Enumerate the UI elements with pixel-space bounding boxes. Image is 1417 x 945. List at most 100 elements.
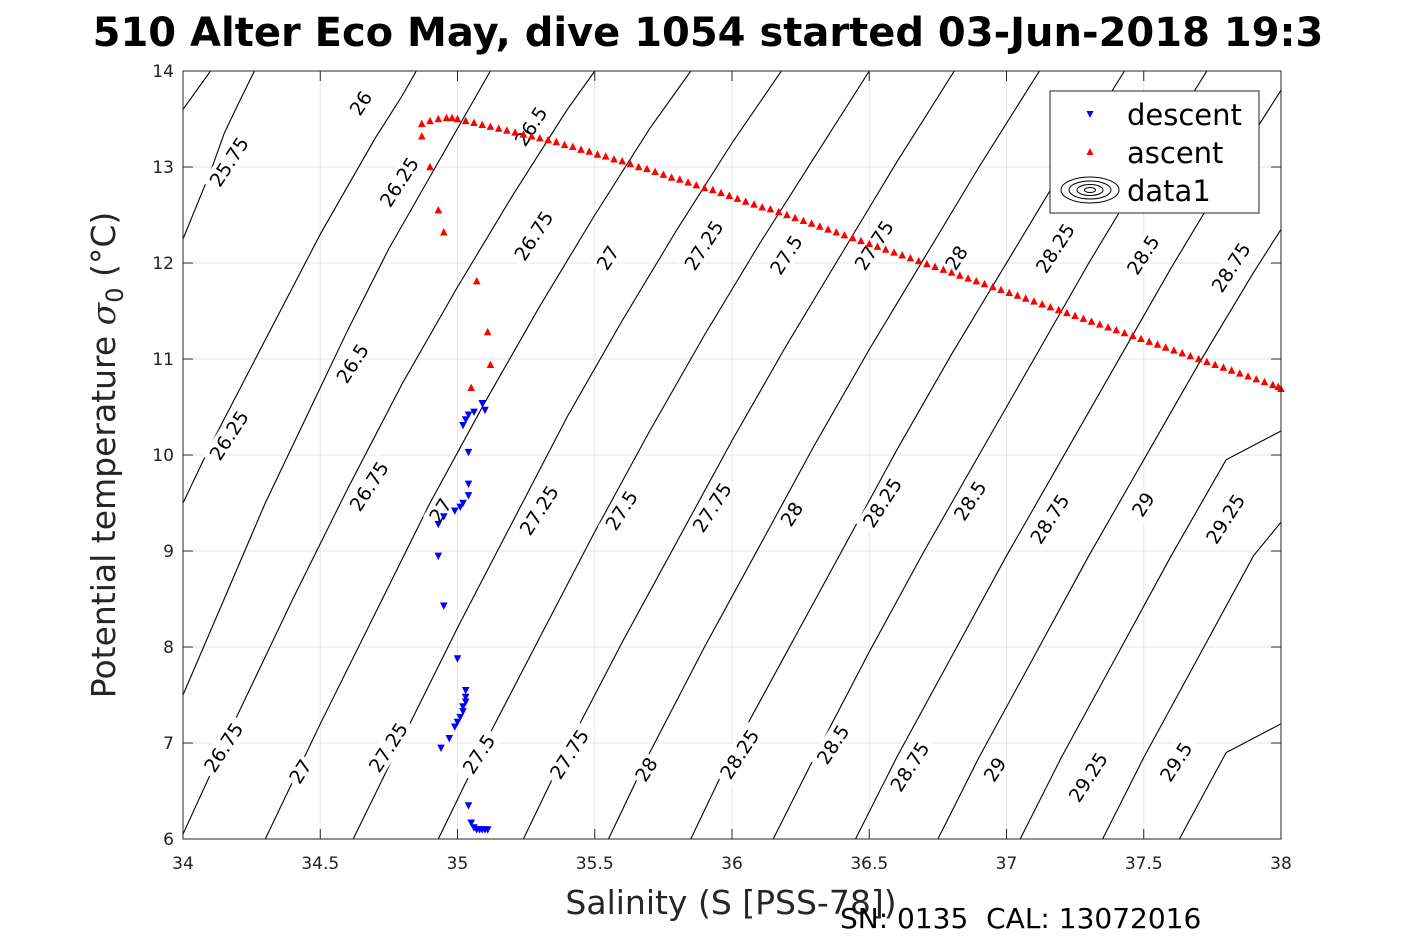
contour-label-backdrop: [946, 472, 994, 529]
ascent-point: [618, 157, 626, 165]
ascent-point: [1244, 372, 1252, 380]
ascent-point: [585, 147, 594, 155]
contour-label-backdrop: [1028, 215, 1082, 281]
density-contour-line: [690, 71, 1125, 839]
density-contour-line: [1102, 521, 1281, 839]
descent-point: [464, 411, 473, 419]
ascent-point: [1194, 354, 1203, 363]
contour-label-backdrop: [685, 474, 739, 540]
ascent-point: [1203, 357, 1211, 366]
ascent-point: [418, 132, 426, 140]
contour-label-backdrop: [774, 495, 809, 533]
ascent-point: [692, 181, 701, 189]
descent-point: [453, 655, 462, 663]
contour-label-backdrop: [1119, 226, 1167, 283]
y-axis-label-sigma: σ: [84, 301, 123, 325]
ascent-point: [799, 216, 808, 224]
ascent-point: [1046, 303, 1055, 311]
descent-point: [461, 687, 470, 695]
ascent-point: [783, 210, 791, 219]
y-tick-label: 6: [163, 830, 174, 850]
density-contour-line: [1019, 430, 1281, 839]
ascent-point: [418, 119, 426, 127]
descent-point: [464, 492, 473, 500]
ascent-point: [527, 132, 536, 140]
ascent-point: [467, 383, 475, 391]
ascent-point: [906, 254, 915, 262]
ascent-point: [426, 162, 434, 171]
density-contour-line: [352, 71, 782, 839]
ascent-point: [1145, 337, 1153, 345]
ascent-point: [750, 200, 758, 208]
ascent-point: [1030, 297, 1038, 305]
ascent-point: [931, 262, 939, 270]
ascent-point: [1236, 369, 1244, 377]
contour-label-backdrop: [283, 753, 318, 790]
density-contour-line: [1178, 723, 1281, 839]
descent-point: [440, 602, 448, 610]
density-contour-line: [183, 71, 491, 696]
ascent-point: [478, 120, 486, 128]
legend: descent ascent data1: [1049, 90, 1260, 214]
ascent-point: [503, 126, 511, 134]
density-contour-line: [608, 71, 1040, 839]
ascent-point: [426, 116, 434, 125]
descent-point: [434, 552, 443, 560]
ascent-point: [865, 239, 873, 247]
descent-point: [459, 422, 467, 430]
legend-box: [1049, 90, 1260, 214]
descent-point: [451, 507, 459, 515]
density-contour-line: [264, 71, 692, 839]
descent-point: [445, 735, 454, 743]
contour-label-backdrop: [507, 202, 561, 269]
contour-label-backdrop: [202, 129, 256, 195]
ascent-point: [824, 225, 832, 233]
contour-label-backdrop: [809, 716, 857, 773]
ascent-point: [700, 183, 709, 192]
contour-label-backdrop: [847, 212, 901, 278]
ascent-point: [1153, 340, 1162, 348]
ascent-point: [470, 118, 478, 126]
ascent-point: [494, 124, 503, 132]
ascent-point: [725, 191, 734, 199]
ascent-point: [1252, 375, 1261, 383]
ascent-point: [980, 279, 989, 288]
descent-point: [464, 480, 473, 488]
ascent-point: [1104, 323, 1112, 331]
descent-point: [483, 826, 492, 834]
ascent-point: [519, 130, 528, 138]
y-tick-label: 9: [163, 542, 174, 562]
ascent-point: [626, 159, 635, 168]
descent-point: [434, 520, 443, 529]
ascent-point: [610, 155, 618, 163]
ascent-point: [453, 114, 462, 123]
legend-contour-icon: [1060, 176, 1120, 204]
ascent-point: [634, 162, 643, 171]
descent-point: [464, 448, 473, 457]
ascent-point: [601, 152, 610, 160]
y-axis-label-units: (°C): [84, 212, 123, 288]
ascent-point: [807, 219, 816, 227]
legend-data1-label: data1: [1127, 174, 1211, 208]
ascent-point: [832, 228, 841, 236]
ascent-point: [758, 203, 766, 211]
contour-label-backdrop: [507, 98, 555, 154]
ascent-point: [461, 116, 470, 125]
ascent-point: [816, 222, 824, 230]
contour-label-backdrop: [590, 239, 625, 276]
y-tick-label: 13: [152, 158, 174, 178]
ascent-point: [1096, 320, 1104, 328]
descent-point: [451, 723, 459, 731]
footer-serial-cal: SN: 0135 CAL: 13072016: [840, 902, 1201, 935]
y-axis-ticks: 6 7 8 9 10 11 12 13 14: [152, 62, 1281, 850]
legend-descent-label: descent: [1127, 98, 1242, 132]
ascent-point: [791, 213, 799, 222]
descent-point: [478, 400, 486, 408]
descent-point: [467, 819, 475, 827]
contour-label-backdrop: [855, 469, 909, 536]
descent-point: [456, 713, 464, 722]
contour-label-backdrop: [628, 751, 664, 788]
ascent-point: [1087, 317, 1096, 325]
ascent-point: [486, 122, 495, 130]
contour-label-backdrop: [939, 239, 974, 276]
